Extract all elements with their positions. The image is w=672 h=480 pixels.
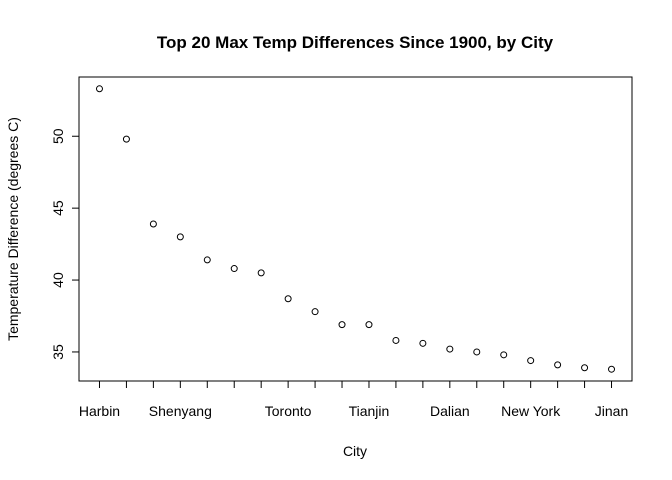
- y-tick-label: 40: [50, 272, 66, 288]
- data-point: [473, 348, 481, 356]
- y-axis-label: Temperature Difference (degrees C): [5, 117, 21, 341]
- data-point: [95, 85, 103, 93]
- chart-title: Top 20 Max Temp Differences Since 1900, …: [157, 33, 554, 52]
- x-tick-label: New York: [501, 403, 561, 419]
- y-tick-label: 35: [50, 344, 66, 360]
- data-point: [284, 295, 292, 303]
- data-point: [149, 220, 157, 228]
- data-point: [122, 135, 130, 143]
- data-point: [365, 321, 373, 329]
- y-tick-label: 50: [50, 128, 66, 144]
- x-tick-label: Dalian: [430, 403, 470, 419]
- data-point: [176, 233, 184, 241]
- data-point: [419, 339, 427, 347]
- data-point: [392, 336, 400, 344]
- x-tick-label: Tianjin: [349, 403, 390, 419]
- x-axis-label: City: [343, 443, 367, 459]
- plot-area: [78, 76, 633, 382]
- x-axis: Harbin Shenyang Toronto Tianjin Dalian New Yo…: [79, 380, 628, 419]
- data-point: [554, 361, 562, 369]
- data-point: [446, 345, 454, 353]
- x-tick-label: Jinan: [595, 403, 628, 419]
- y-axis: 35 40 45 50: [50, 128, 80, 360]
- data-point: [527, 357, 535, 365]
- data-point: [230, 265, 238, 273]
- data-point: [581, 364, 589, 372]
- data-point: [311, 308, 319, 316]
- data-point: [257, 269, 265, 277]
- x-tick-label: Harbin: [79, 403, 120, 419]
- x-tick-label: Toronto: [265, 403, 312, 419]
- y-tick-label: 45: [50, 200, 66, 216]
- data-point: [203, 256, 211, 264]
- data-point: [500, 351, 508, 359]
- data-point: [608, 365, 616, 373]
- data-points: [95, 85, 616, 373]
- x-tick-label: Shenyang: [149, 403, 212, 419]
- data-point: [338, 321, 346, 329]
